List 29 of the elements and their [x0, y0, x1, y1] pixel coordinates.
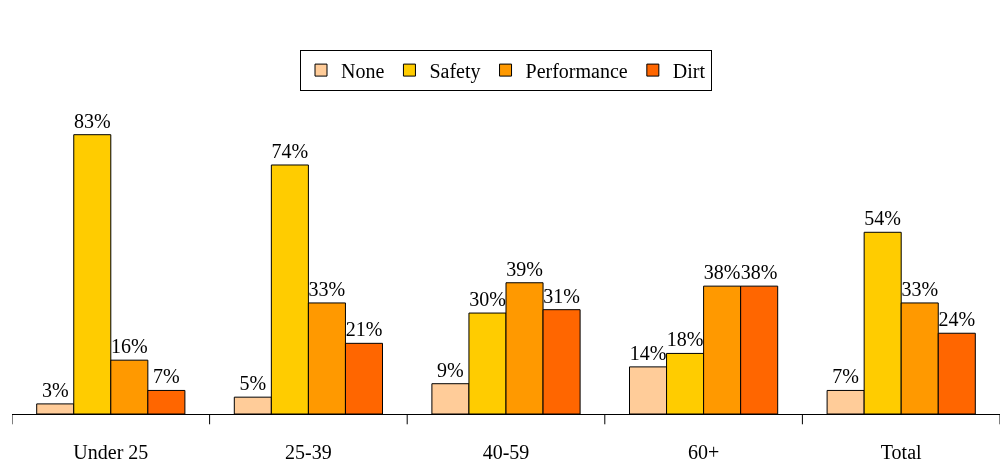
data-label: 83% — [73, 109, 111, 132]
data-label: 7% — [153, 365, 180, 388]
data-label: 7% — [832, 365, 859, 388]
data-label: 24% — [938, 308, 976, 331]
data-label: 38% — [740, 261, 778, 284]
x-tick-label: 40-59 — [482, 441, 530, 463]
data-label: 3% — [41, 378, 69, 401]
data-label: 18% — [666, 328, 704, 351]
x-tick-label: Under 25 — [73, 441, 149, 463]
x-tick-label: 60+ — [687, 441, 720, 463]
data-label: 5% — [239, 372, 267, 395]
data-label: 21% — [345, 318, 383, 341]
data-label: 74% — [271, 139, 309, 162]
data-label: 14% — [629, 341, 667, 364]
x-tick-label: Total — [880, 441, 923, 463]
data-label: 31% — [543, 284, 580, 307]
legend-label: Safety — [429, 59, 481, 83]
data-label: 33% — [308, 277, 346, 300]
data-label: 9% — [437, 358, 464, 381]
x-tick-label: 25-39 — [285, 441, 332, 463]
legend-label: None — [341, 59, 385, 82]
data-label: 38% — [703, 261, 741, 284]
data-label: 16% — [110, 335, 148, 358]
data-label: 54% — [864, 207, 902, 230]
data-label: 39% — [506, 257, 543, 280]
legend-label: Dirt — [672, 59, 706, 82]
data-label: 33% — [901, 277, 939, 300]
data-label: 30% — [469, 288, 506, 311]
legend-label: Performance — [525, 59, 628, 82]
